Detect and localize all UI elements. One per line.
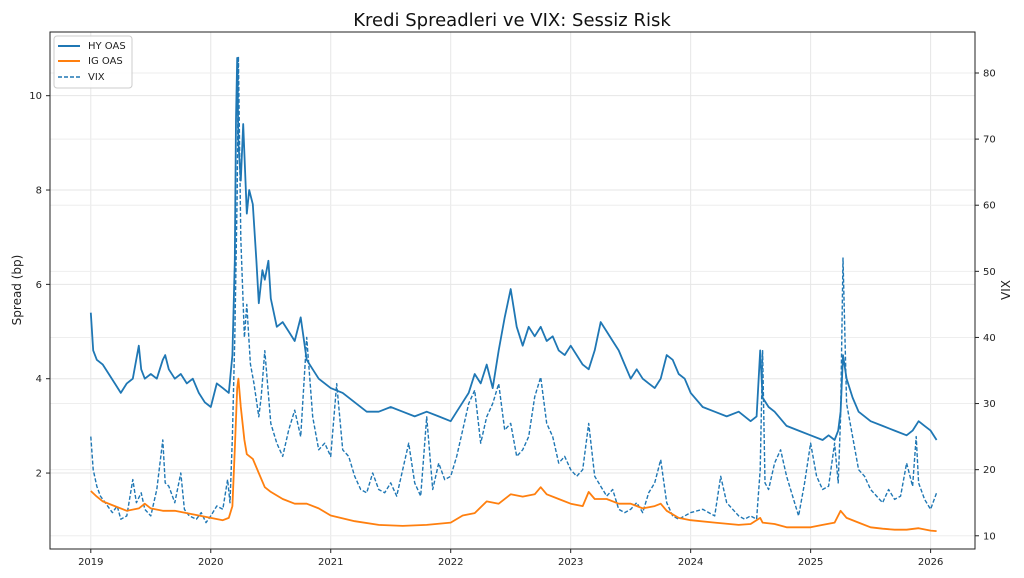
y2-tick-label: 80 bbox=[983, 68, 996, 79]
series-hy-oas bbox=[89, 57, 938, 441]
chart-title: Kredi Spreadleri ve VIX: Sessiz Risk bbox=[353, 10, 671, 31]
x-tick-label: 2025 bbox=[798, 557, 823, 568]
plot-frame bbox=[49, 31, 976, 550]
x-axis: 2019 2020 2021 2022 2023 2024 2025 2026 bbox=[78, 549, 943, 568]
x-tick-label: 2021 bbox=[318, 557, 343, 568]
series-vix bbox=[90, 55, 938, 524]
x-tick-label: 2024 bbox=[678, 557, 703, 568]
y-tick-label: 6 bbox=[36, 280, 42, 291]
y2-tick-label: 50 bbox=[983, 267, 996, 278]
y-tick-label: 8 bbox=[36, 186, 42, 197]
series-line bbox=[90, 55, 938, 524]
legend-label-ig: IG OAS bbox=[88, 56, 123, 67]
y2-tick-label: 10 bbox=[983, 531, 996, 542]
y-tick-label: 2 bbox=[36, 469, 42, 480]
y2-tick-label: 70 bbox=[983, 135, 996, 146]
x-tick-label: 2019 bbox=[78, 557, 103, 568]
y2-tick-label: 40 bbox=[983, 333, 996, 344]
series-ig-oas bbox=[90, 377, 937, 532]
y2-axis-label: VIX bbox=[999, 280, 1013, 300]
y-tick-label: 4 bbox=[36, 374, 42, 385]
series-layer bbox=[89, 55, 938, 532]
series-line bbox=[89, 57, 938, 441]
y-tick-label: 10 bbox=[29, 91, 42, 102]
legend: HY OAS IG OAS VIX bbox=[53, 35, 133, 89]
x-tick-label: 2026 bbox=[918, 557, 943, 568]
series-line bbox=[90, 377, 937, 532]
x-tick-label: 2023 bbox=[558, 557, 583, 568]
legend-box bbox=[53, 35, 133, 89]
y2-tick-label: 30 bbox=[983, 399, 996, 410]
y-axis-label: Spread (bp) bbox=[10, 255, 24, 326]
y2-tick-label: 20 bbox=[983, 465, 996, 476]
y-axis-left: 2 4 6 8 10 bbox=[29, 91, 50, 480]
grid-lines bbox=[50, 32, 975, 549]
y-axis-right: 10 20 30 40 50 60 70 80 bbox=[975, 68, 996, 542]
legend-label-hy: HY OAS bbox=[88, 41, 126, 52]
x-tick-label: 2022 bbox=[438, 557, 463, 568]
y2-tick-label: 60 bbox=[983, 201, 996, 212]
legend-label-vix: VIX bbox=[88, 72, 105, 83]
x-tick-label: 2020 bbox=[198, 557, 223, 568]
